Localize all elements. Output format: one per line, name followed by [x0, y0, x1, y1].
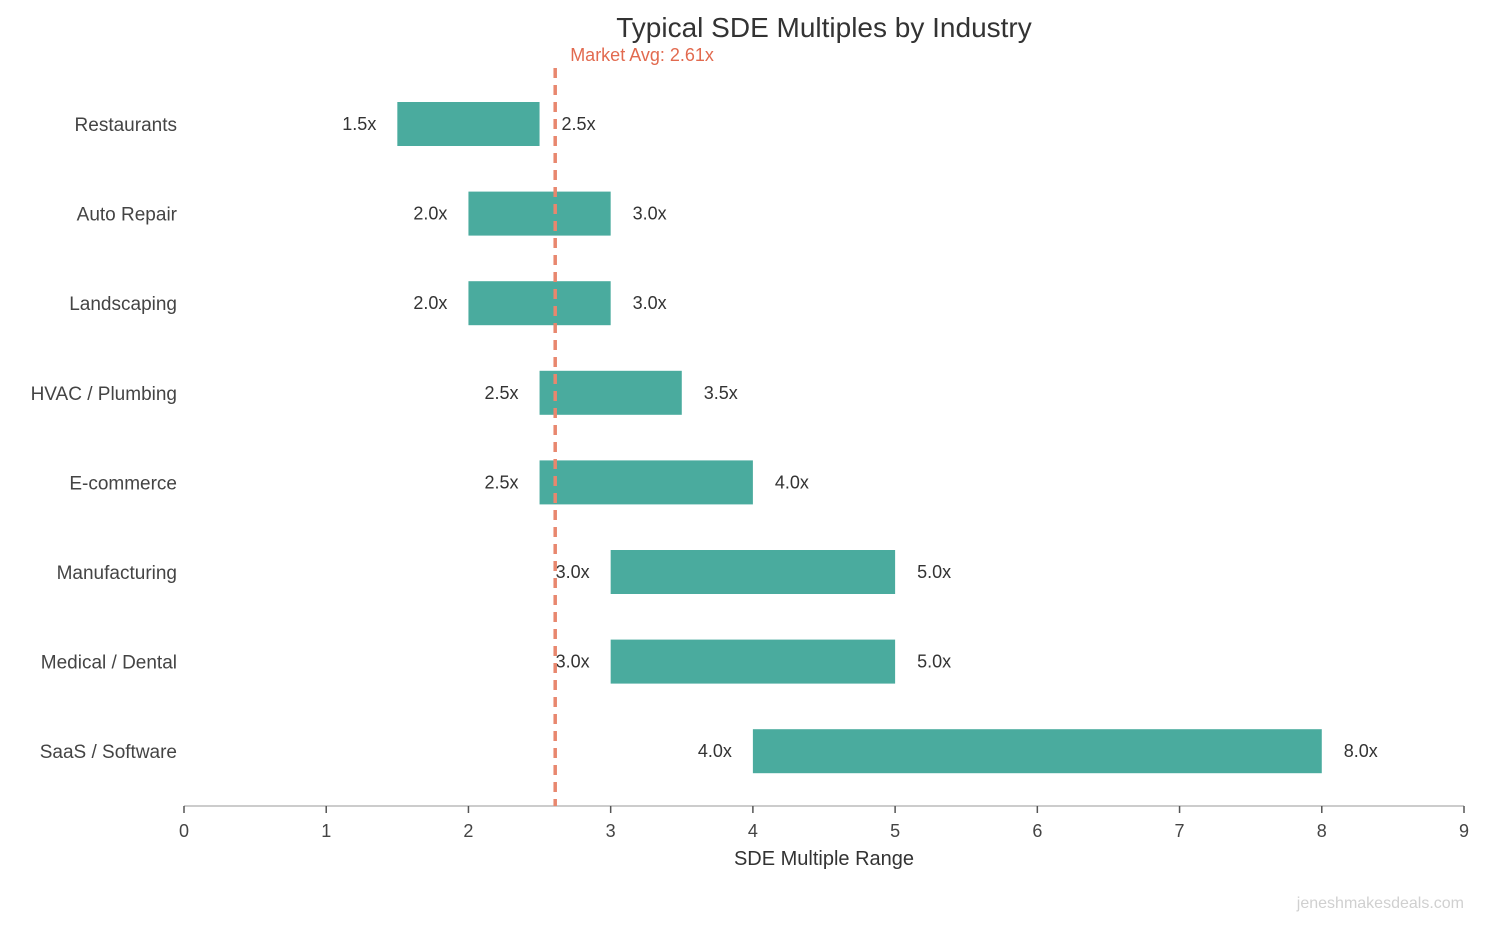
- x-tick-label: 2: [463, 821, 473, 841]
- category-label: E-commerce: [69, 473, 177, 494]
- range-bar: [610, 639, 896, 684]
- range-bar: [752, 729, 1322, 774]
- max-value-label: 2.5x: [562, 114, 596, 134]
- min-value-label: 3.0x: [556, 562, 590, 582]
- min-value-label: 2.0x: [413, 293, 447, 313]
- x-tick-label: 8: [1317, 821, 1327, 841]
- range-bar: [468, 281, 611, 326]
- category-label: SaaS / Software: [40, 742, 177, 763]
- min-value-label: 2.0x: [413, 204, 447, 224]
- max-value-label: 8.0x: [1344, 741, 1378, 761]
- category-label: Restaurants: [75, 115, 177, 136]
- category-label: Auto Repair: [77, 205, 178, 226]
- category-label: Manufacturing: [57, 563, 177, 584]
- x-tick-label: 7: [1175, 821, 1185, 841]
- x-tick-label: 1: [321, 821, 331, 841]
- min-value-label: 4.0x: [698, 741, 732, 761]
- x-tick-label: 0: [179, 821, 189, 841]
- min-value-label: 2.5x: [485, 472, 519, 492]
- x-tick-label: 3: [606, 821, 616, 841]
- category-label: Medical / Dental: [41, 653, 177, 674]
- x-tick-label: 6: [1032, 821, 1042, 841]
- x-tick-label: 9: [1459, 821, 1469, 841]
- range-bar: [539, 370, 682, 415]
- min-value-label: 1.5x: [342, 114, 376, 134]
- max-value-label: 4.0x: [775, 472, 809, 492]
- range-bar: [610, 550, 896, 594]
- max-value-label: 3.0x: [633, 204, 667, 224]
- market-average-label: Market Avg: 2.61x: [570, 45, 714, 65]
- category-label: Landscaping: [69, 294, 177, 315]
- x-tick-label: 4: [748, 821, 758, 841]
- category-label: HVAC / Plumbing: [31, 384, 177, 405]
- min-value-label: 3.0x: [556, 652, 590, 672]
- x-tick-label: 5: [890, 821, 900, 841]
- max-value-label: 5.0x: [917, 652, 951, 672]
- max-value-label: 3.0x: [633, 293, 667, 313]
- range-bar: [397, 102, 540, 146]
- range-bar: [539, 460, 753, 505]
- max-value-label: 5.0x: [917, 562, 951, 582]
- chart-title: Typical SDE Multiples by Industry: [616, 12, 1032, 43]
- watermark: jeneshmakesdeals.com: [1296, 895, 1464, 912]
- range-bar: [468, 191, 611, 236]
- max-value-label: 3.5x: [704, 383, 738, 403]
- x-axis-label: SDE Multiple Range: [734, 848, 914, 870]
- min-value-label: 2.5x: [485, 383, 519, 403]
